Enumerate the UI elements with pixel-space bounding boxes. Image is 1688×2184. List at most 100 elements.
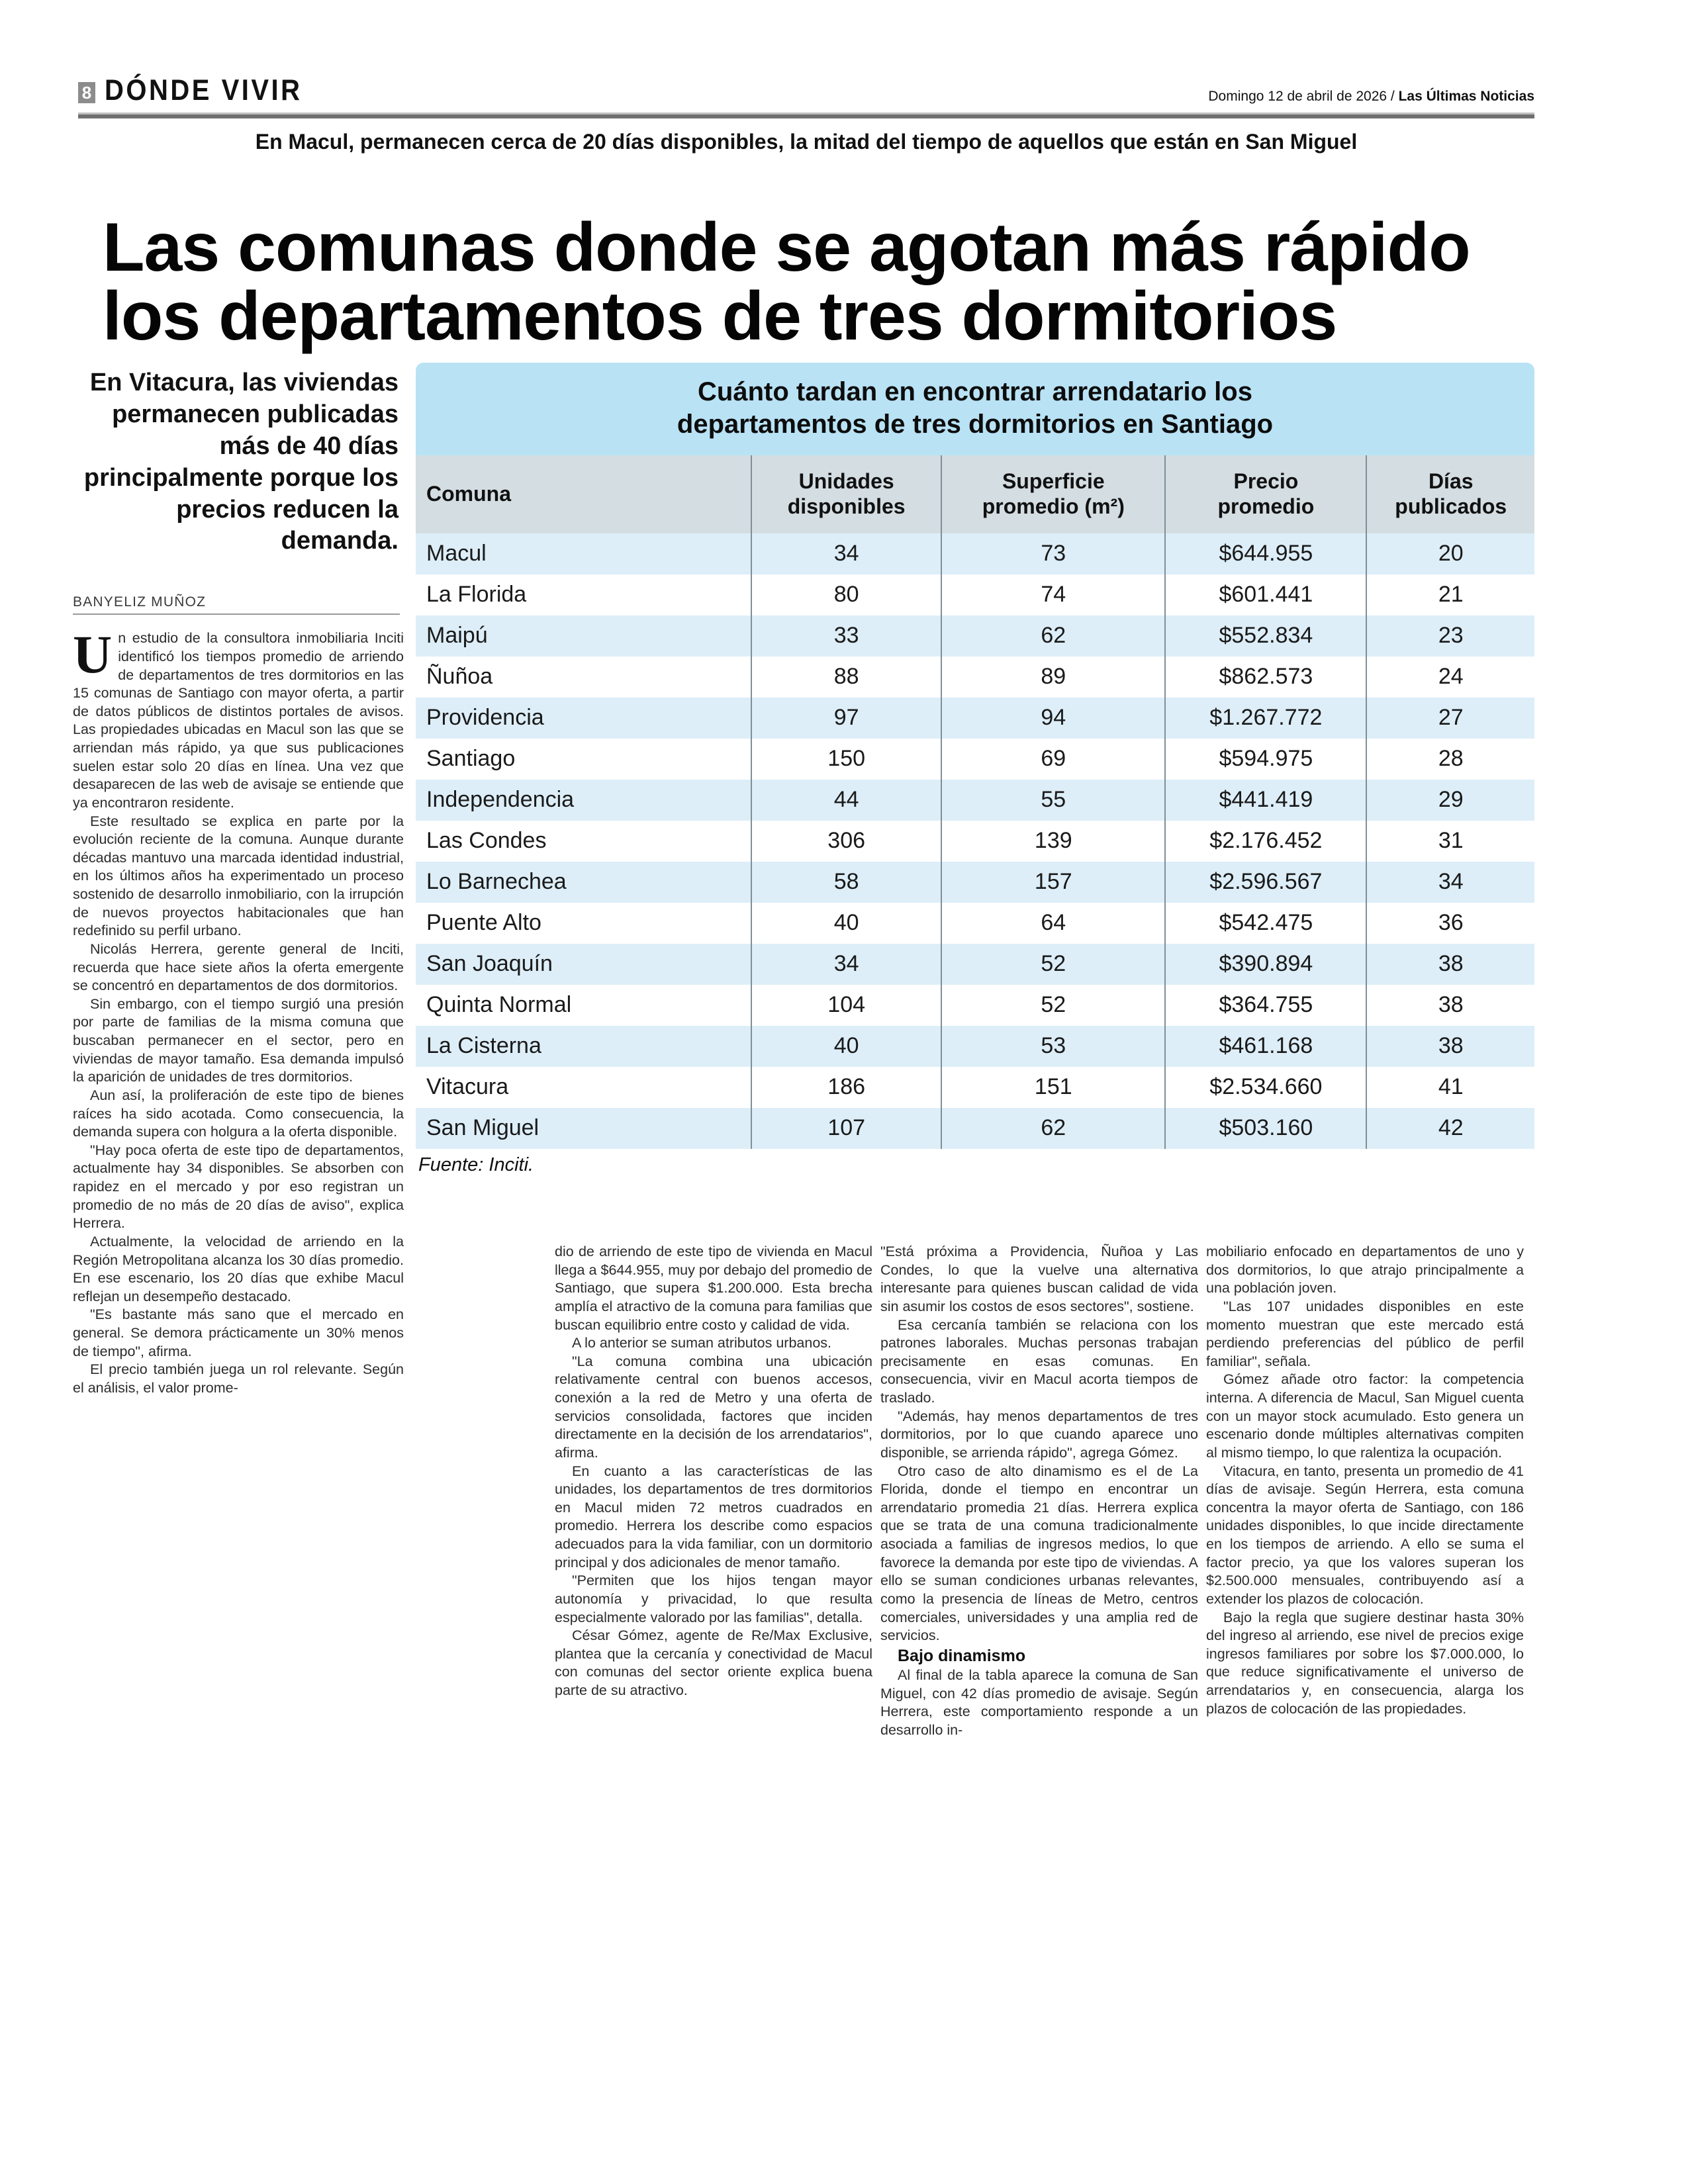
cell-dias: 24 bbox=[1366, 656, 1534, 698]
column-header-comuna: Comuna bbox=[416, 455, 751, 533]
cell-unidades: 44 bbox=[750, 779, 942, 821]
table-row: San Joaquín 34 52 $390.894 38 bbox=[416, 943, 1534, 985]
cell-comuna: San Miguel bbox=[426, 1115, 539, 1141]
cell-superficie: 139 bbox=[941, 820, 1166, 862]
cell-comuna: Puente Alto bbox=[426, 910, 541, 936]
section-subhead: Bajo dinamismo bbox=[898, 1646, 1026, 1665]
paragraph: Bajo la regla que sugiere destinar hasta… bbox=[1206, 1609, 1524, 1717]
cell-dias: 27 bbox=[1366, 697, 1534, 739]
paragraph: En cuanto a las características de las u… bbox=[555, 1463, 872, 1570]
cell-dias: 41 bbox=[1366, 1066, 1534, 1108]
paragraph: "Es bastante más sano que el mercado en … bbox=[73, 1306, 404, 1359]
paragraph: César Gómez, agente de Re/Max Exclusive,… bbox=[555, 1627, 872, 1698]
cell-comuna: San Joaquín bbox=[426, 951, 553, 977]
header-line-2: promedio bbox=[1217, 494, 1315, 518]
cell-dias: 38 bbox=[1366, 984, 1534, 1026]
header-line-1: Superficie bbox=[1002, 469, 1105, 494]
cell-precio: $2.176.452 bbox=[1164, 820, 1367, 862]
paragraph: mobiliario enfocado en departamentos de … bbox=[1206, 1244, 1524, 1297]
header-line-1: Comuna bbox=[426, 481, 511, 506]
paragraph: Otro caso de alto dinamismo es el de La … bbox=[880, 1463, 1198, 1644]
cell-superficie: 89 bbox=[941, 656, 1166, 698]
page-number: 8 bbox=[78, 81, 95, 103]
cell-superficie: 94 bbox=[941, 697, 1166, 739]
paragraph: A lo anterior se suman atributos urbanos… bbox=[572, 1335, 831, 1351]
column-header-precio: Precio promedio bbox=[1164, 455, 1367, 533]
cell-comuna: Maipú bbox=[426, 623, 488, 649]
cell-superficie: 157 bbox=[941, 861, 1166, 903]
cell-superficie: 64 bbox=[941, 902, 1166, 944]
table-header: Comuna Unidades disponibles Superficie p… bbox=[416, 455, 1534, 533]
cell-superficie: 62 bbox=[941, 615, 1166, 657]
cell-dias: 34 bbox=[1366, 861, 1534, 903]
cell-precio: $552.834 bbox=[1164, 615, 1367, 657]
column-header-superficie: Superficie promedio (m²) bbox=[941, 455, 1166, 533]
masthead-rule bbox=[78, 113, 1534, 118]
cell-precio: $461.168 bbox=[1164, 1025, 1367, 1067]
paragraph: "Además, hay menos departamentos de tres… bbox=[880, 1408, 1198, 1461]
header-line-1: Días bbox=[1428, 469, 1474, 494]
cell-superficie: 74 bbox=[941, 574, 1166, 615]
pull-quote: En Vitacura, las viviendas permanecen pu… bbox=[83, 369, 399, 555]
table-row: Vitacura 186 151 $2.534.660 41 bbox=[416, 1066, 1534, 1108]
cell-precio: $644.955 bbox=[1164, 533, 1367, 574]
table-title-line-2: departamentos de tres dormitorios en San… bbox=[677, 409, 1274, 439]
table-row: Quinta Normal 104 52 $364.755 38 bbox=[416, 984, 1534, 1026]
table-row: Maipú 33 62 $552.834 23 bbox=[416, 615, 1534, 657]
cell-superficie: 151 bbox=[941, 1066, 1166, 1108]
cell-dias: 28 bbox=[1366, 738, 1534, 780]
table-row: Ñuñoa 88 89 $862.573 24 bbox=[416, 656, 1534, 698]
paragraph: Sin embargo, con el tiempo surgió una pr… bbox=[73, 995, 404, 1085]
paragraph: "La comuna combina una ubicación relativ… bbox=[555, 1353, 872, 1461]
cell-precio: $2.534.660 bbox=[1164, 1066, 1367, 1108]
cell-precio: $441.419 bbox=[1164, 779, 1367, 821]
cell-dias: 38 bbox=[1366, 943, 1534, 985]
cell-superficie: 53 bbox=[941, 1025, 1166, 1067]
cell-unidades: 34 bbox=[750, 533, 942, 574]
table-row: La Florida 80 74 $601.441 21 bbox=[416, 574, 1534, 615]
table-row: Independencia 44 55 $441.419 29 bbox=[416, 779, 1534, 821]
cell-precio: $1.267.772 bbox=[1164, 697, 1367, 739]
cell-unidades: 97 bbox=[750, 697, 942, 739]
cell-superficie: 73 bbox=[941, 533, 1166, 574]
page-title: Las comunas donde se agotan más rápido l… bbox=[103, 213, 1546, 351]
cell-unidades: 40 bbox=[750, 902, 942, 944]
cell-dias: 42 bbox=[1366, 1107, 1534, 1149]
article-kicker: En Macul, permanecen cerca de 20 días di… bbox=[255, 130, 1358, 154]
paragraph: El precio también juega un rol relevante… bbox=[73, 1361, 404, 1396]
cell-unidades: 40 bbox=[750, 1025, 942, 1067]
body-column-2: dio de arriendo de este tipo de vivienda… bbox=[555, 1243, 872, 1700]
data-table-block: Cuánto tardan en encontrar arrendatario … bbox=[416, 363, 1534, 1176]
cell-comuna: Ñuñoa bbox=[426, 664, 493, 690]
cell-unidades: 150 bbox=[750, 738, 942, 780]
header-line-2: publicados bbox=[1395, 494, 1507, 518]
body-column-4: mobiliario enfocado en departamentos de … bbox=[1206, 1243, 1524, 1718]
paragraph: Al final de la tabla aparece la comuna d… bbox=[880, 1666, 1198, 1738]
paragraph: Nicolás Herrera, gerente general de Inci… bbox=[73, 940, 404, 994]
section-title: DÓNDE VIVIR bbox=[105, 73, 303, 107]
cell-superficie: 55 bbox=[941, 779, 1166, 821]
byline-block: Banyeliz Muñoz bbox=[73, 594, 404, 615]
table-row: La Cisterna 40 53 $461.168 38 bbox=[416, 1025, 1534, 1067]
byline: Banyeliz Muñoz bbox=[73, 594, 400, 615]
cell-comuna: La Cisterna bbox=[426, 1033, 541, 1059]
rental-table: Comuna Unidades disponibles Superficie p… bbox=[416, 455, 1534, 1149]
cell-precio: $2.596.567 bbox=[1164, 861, 1367, 903]
publication-name: Las Últimas Noticias bbox=[1398, 89, 1534, 104]
left-rail: En Vitacura, las viviendas permanecen pu… bbox=[73, 367, 404, 1398]
drop-cap: U bbox=[73, 624, 113, 685]
cell-dias: 21 bbox=[1366, 574, 1534, 615]
paragraph: "Hay poca oferta de este tipo de departa… bbox=[73, 1142, 404, 1232]
cell-unidades: 306 bbox=[750, 820, 942, 862]
paragraph: dio de arriendo de este tipo de vivienda… bbox=[555, 1244, 872, 1333]
cell-dias: 29 bbox=[1366, 779, 1534, 821]
header-line-2: promedio (m²) bbox=[982, 494, 1125, 518]
table-row: Santiago 150 69 $594.975 28 bbox=[416, 738, 1534, 780]
cell-comuna: Las Condes bbox=[426, 828, 547, 854]
cell-dias: 23 bbox=[1366, 615, 1534, 657]
cell-comuna: Quinta Normal bbox=[426, 992, 572, 1018]
cell-precio: $601.441 bbox=[1164, 574, 1367, 615]
table-row: San Miguel 107 62 $503.160 42 bbox=[416, 1107, 1534, 1149]
